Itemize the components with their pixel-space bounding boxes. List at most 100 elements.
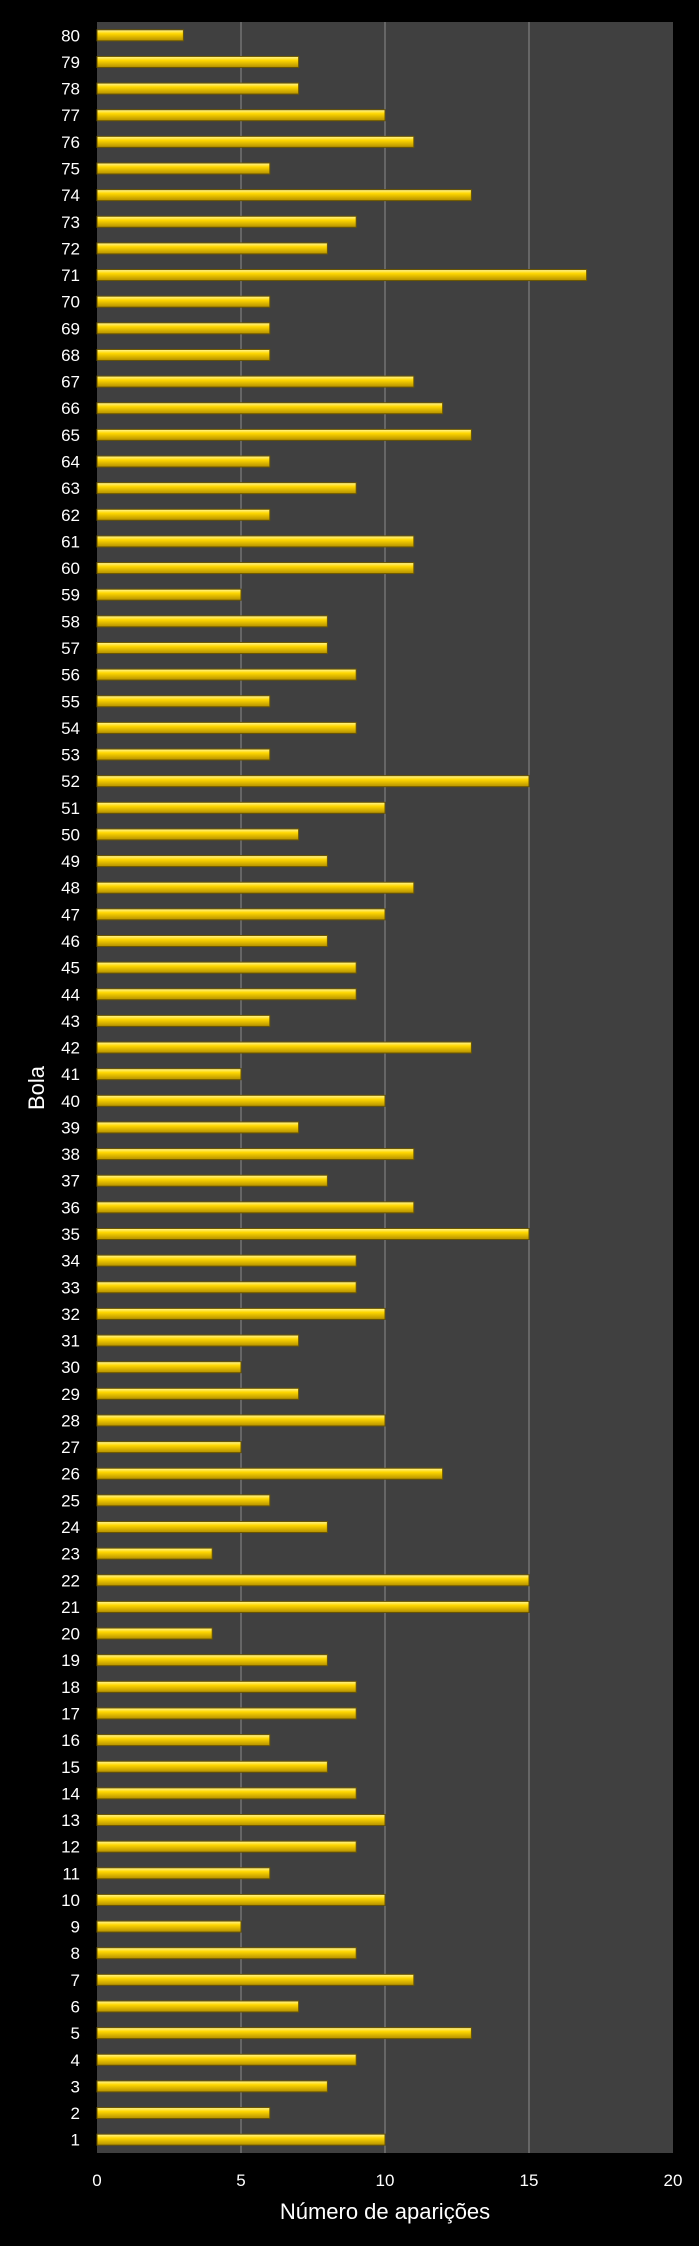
bar-30 bbox=[96, 1361, 242, 1374]
bar-14 bbox=[96, 1787, 357, 1800]
y-tick-label: 59 bbox=[61, 586, 80, 605]
bar-11 bbox=[96, 1867, 271, 1880]
y-tick-label: 72 bbox=[61, 239, 80, 258]
bar-41 bbox=[96, 1068, 242, 1081]
y-tick-label: 30 bbox=[61, 1358, 80, 1377]
y-tick-label: 79 bbox=[61, 53, 80, 72]
y-tick-label: 77 bbox=[61, 106, 80, 125]
x-tick-label: 10 bbox=[376, 2171, 395, 2190]
y-tick-label: 20 bbox=[61, 1625, 80, 1644]
y-tick-label: 54 bbox=[61, 719, 80, 738]
bar-79 bbox=[96, 55, 300, 68]
bar-26 bbox=[96, 1467, 444, 1480]
y-tick-label: 34 bbox=[61, 1252, 80, 1271]
bar-76 bbox=[96, 135, 415, 148]
bar-65 bbox=[96, 428, 472, 441]
bar-36 bbox=[96, 1201, 415, 1214]
y-tick-label: 26 bbox=[61, 1465, 80, 1484]
bar-45 bbox=[96, 961, 357, 974]
bar-52 bbox=[96, 775, 530, 788]
y-tick-label: 49 bbox=[61, 852, 80, 871]
y-tick-label: 1 bbox=[71, 2131, 80, 2150]
y-tick-label: 6 bbox=[71, 1997, 80, 2016]
y-tick-label: 38 bbox=[61, 1145, 80, 1164]
x-tick-label: 20 bbox=[664, 2171, 683, 2190]
bar-75 bbox=[96, 162, 271, 175]
y-tick-label: 4 bbox=[71, 2051, 80, 2070]
y-tick-label: 63 bbox=[61, 479, 80, 498]
x-axis-title: Número de aparições bbox=[280, 2199, 490, 2224]
y-tick-label: 35 bbox=[61, 1225, 80, 1244]
y-tick-label: 71 bbox=[61, 266, 80, 285]
y-tick-label: 48 bbox=[61, 879, 80, 898]
bar-74 bbox=[96, 189, 472, 202]
bar-37 bbox=[96, 1174, 328, 1187]
bar-4 bbox=[96, 2053, 357, 2066]
bar-43 bbox=[96, 1014, 271, 1027]
y-tick-label: 46 bbox=[61, 932, 80, 951]
y-tick-label: 51 bbox=[61, 799, 80, 818]
y-tick-label: 23 bbox=[61, 1545, 80, 1564]
y-tick-label: 17 bbox=[61, 1704, 80, 1723]
y-tick-label: 42 bbox=[61, 1039, 80, 1058]
bar-60 bbox=[96, 562, 415, 575]
y-tick-label: 22 bbox=[61, 1571, 80, 1590]
y-tick-label: 66 bbox=[61, 399, 80, 418]
bar-46 bbox=[96, 934, 328, 947]
y-tick-label: 8 bbox=[71, 1944, 80, 1963]
bar-72 bbox=[96, 242, 328, 255]
bar-7 bbox=[96, 1973, 415, 1986]
bar-73 bbox=[96, 215, 357, 228]
y-tick-label: 68 bbox=[61, 346, 80, 365]
y-tick-label: 45 bbox=[61, 959, 80, 978]
y-tick-label: 18 bbox=[61, 1678, 80, 1697]
bar-31 bbox=[96, 1334, 300, 1347]
bar-34 bbox=[96, 1254, 357, 1267]
y-tick-label: 43 bbox=[61, 1012, 80, 1031]
bar-8 bbox=[96, 1947, 357, 1960]
bar-64 bbox=[96, 455, 271, 468]
bar-78 bbox=[96, 82, 300, 95]
bar-19 bbox=[96, 1654, 328, 1667]
y-tick-labels: 1234567891011121314151617181920212223242… bbox=[61, 26, 80, 2149]
bar-57 bbox=[96, 641, 328, 654]
bar-53 bbox=[96, 748, 271, 761]
y-tick-label: 3 bbox=[71, 2077, 80, 2096]
bar-54 bbox=[96, 721, 357, 734]
bar-24 bbox=[96, 1521, 328, 1534]
bar-48 bbox=[96, 881, 415, 894]
y-tick-label: 29 bbox=[61, 1385, 80, 1404]
x-tick-label: 5 bbox=[236, 2171, 245, 2190]
bar-17 bbox=[96, 1707, 357, 1720]
y-tick-label: 10 bbox=[61, 1891, 80, 1910]
y-tick-label: 7 bbox=[71, 1971, 80, 1990]
bar-50 bbox=[96, 828, 300, 841]
y-tick-label: 70 bbox=[61, 293, 80, 312]
bar-56 bbox=[96, 668, 357, 681]
y-tick-label: 2 bbox=[71, 2104, 80, 2123]
y-tick-label: 36 bbox=[61, 1198, 80, 1217]
y-tick-label: 28 bbox=[61, 1411, 80, 1430]
y-tick-label: 12 bbox=[61, 1838, 80, 1857]
bar-68 bbox=[96, 348, 271, 361]
y-tick-label: 40 bbox=[61, 1092, 80, 1111]
bar-61 bbox=[96, 535, 415, 548]
bar-32 bbox=[96, 1307, 386, 1320]
bar-29 bbox=[96, 1387, 300, 1400]
y-tick-label: 25 bbox=[61, 1491, 80, 1510]
y-tick-label: 24 bbox=[61, 1518, 80, 1537]
bar-23 bbox=[96, 1547, 213, 1560]
y-tick-label: 11 bbox=[62, 1864, 80, 1883]
y-tick-label: 75 bbox=[61, 160, 80, 179]
y-tick-label: 52 bbox=[61, 772, 80, 791]
bar-58 bbox=[96, 615, 328, 628]
bar-51 bbox=[96, 801, 386, 814]
y-tick-label: 14 bbox=[61, 1784, 80, 1803]
bar-66 bbox=[96, 402, 444, 415]
bar-series bbox=[96, 29, 588, 2146]
bar-33 bbox=[96, 1281, 357, 1294]
y-tick-label: 39 bbox=[61, 1118, 80, 1137]
bar-15 bbox=[96, 1760, 328, 1773]
bar-9 bbox=[96, 1920, 242, 1933]
